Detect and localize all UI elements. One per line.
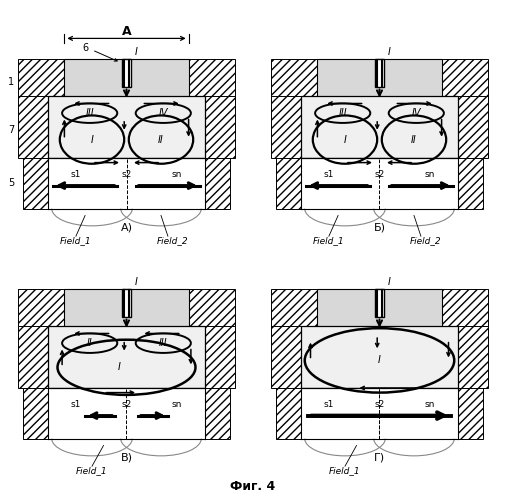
Text: Field_1: Field_1	[76, 466, 108, 475]
Text: Field_1: Field_1	[313, 236, 344, 246]
Bar	[205, 96, 234, 158]
Text: I: I	[386, 47, 389, 57]
Text: II: II	[87, 338, 92, 348]
Bar	[457, 326, 487, 388]
Bar	[122, 289, 130, 316]
Bar	[271, 96, 300, 158]
Bar	[48, 158, 205, 208]
Text: I: I	[377, 356, 380, 366]
Text: I: I	[386, 277, 389, 287]
Text: I: I	[118, 362, 121, 372]
Bar	[64, 289, 188, 331]
Text: 1: 1	[9, 77, 15, 87]
Bar	[188, 289, 234, 331]
Bar	[18, 326, 48, 388]
Text: I: I	[343, 134, 346, 144]
Bar	[300, 158, 457, 208]
Text: Field_1: Field_1	[60, 236, 91, 246]
Text: sn: sn	[172, 400, 182, 408]
Bar	[300, 388, 457, 438]
Text: III: III	[338, 108, 346, 118]
Text: s1: s1	[71, 400, 81, 408]
Bar	[48, 326, 205, 388]
Bar	[48, 388, 205, 438]
Bar	[317, 59, 441, 100]
Text: II: II	[158, 134, 164, 144]
Text: s1: s1	[323, 400, 333, 408]
Bar	[317, 289, 441, 331]
Text: IV: IV	[158, 108, 168, 118]
Text: Field_2: Field_2	[157, 236, 188, 246]
Text: I: I	[134, 277, 137, 287]
Bar	[275, 388, 482, 438]
Text: s1: s1	[71, 170, 81, 178]
Text: A): A)	[120, 222, 132, 232]
Bar	[64, 59, 188, 100]
Text: s2: s2	[374, 170, 384, 178]
Bar	[122, 59, 130, 86]
Text: Б): Б)	[373, 222, 385, 232]
Bar	[271, 59, 317, 100]
Text: IV: IV	[411, 108, 420, 118]
Bar	[18, 96, 48, 158]
Text: 7: 7	[9, 126, 15, 136]
Bar	[18, 289, 64, 331]
Bar	[441, 289, 487, 331]
Text: I: I	[90, 134, 93, 144]
Text: sn: sn	[424, 400, 434, 408]
Bar	[300, 326, 457, 388]
Text: A: A	[121, 25, 131, 38]
Text: II: II	[410, 134, 416, 144]
Bar	[375, 59, 383, 86]
Text: 5: 5	[9, 178, 15, 188]
Bar	[441, 59, 487, 100]
Text: Г): Г)	[373, 452, 384, 462]
Text: Фиг. 4: Фиг. 4	[230, 480, 275, 492]
Bar	[188, 59, 234, 100]
Bar	[23, 388, 230, 438]
Bar	[48, 96, 205, 158]
Bar	[23, 158, 230, 208]
Bar	[457, 96, 487, 158]
Bar	[275, 158, 482, 208]
Text: s2: s2	[121, 400, 131, 408]
Text: sn: sn	[172, 170, 182, 178]
Text: В): В)	[120, 452, 132, 462]
Bar	[18, 59, 64, 100]
Bar	[300, 96, 457, 158]
Text: III: III	[159, 338, 167, 348]
Bar	[205, 326, 234, 388]
Text: 6: 6	[82, 42, 88, 52]
Bar	[271, 289, 317, 331]
Bar	[271, 326, 300, 388]
Text: III: III	[85, 108, 94, 118]
Text: sn: sn	[424, 170, 434, 178]
Text: s1: s1	[323, 170, 333, 178]
Text: s2: s2	[121, 170, 131, 178]
Text: s2: s2	[374, 400, 384, 408]
Text: Field_2: Field_2	[409, 236, 440, 246]
Text: Field_1: Field_1	[329, 466, 360, 475]
Text: I: I	[134, 47, 137, 57]
Bar	[375, 289, 383, 316]
